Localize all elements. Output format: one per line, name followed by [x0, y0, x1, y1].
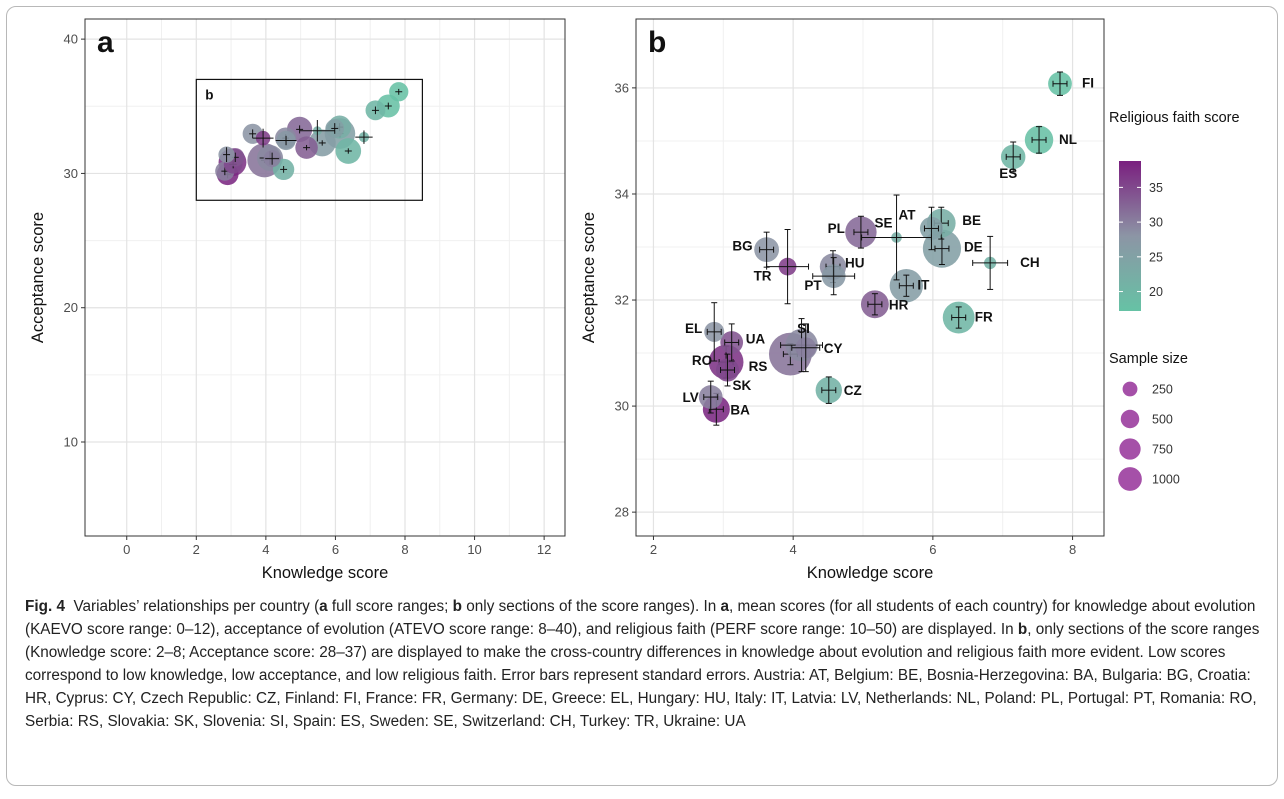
- country-label: EL: [685, 321, 702, 336]
- color-legend-bar: [1119, 161, 1141, 311]
- country-label: LV: [682, 390, 698, 405]
- size-legend-circle: [1119, 438, 1141, 460]
- tick-label-y: 30: [615, 399, 629, 414]
- caption-label: Fig. 4: [25, 598, 65, 615]
- tick-label-y: 36: [615, 80, 629, 95]
- country-label: BE: [962, 213, 981, 228]
- size-legend-label: 750: [1152, 443, 1173, 457]
- country-label: HU: [845, 256, 865, 271]
- color-legend-label: 35: [1149, 181, 1163, 195]
- tick-label-x: 2: [193, 542, 200, 557]
- panel-a: 0 2 4 6 8 10 12 10 20 30 40 Knowledge score Acceptan…: [29, 18, 566, 582]
- caption-run: , only sections of the score ranges (Kno…: [25, 621, 1260, 730]
- tick-label-y: 20: [64, 300, 78, 315]
- tick-label-x: 6: [929, 542, 936, 557]
- caption-run: full score ranges;: [327, 598, 453, 615]
- tick-label-x: 12: [537, 542, 551, 557]
- size-legend-circle: [1118, 467, 1142, 491]
- plot-border: [84, 18, 566, 537]
- panel-letter: b: [648, 26, 666, 59]
- size-legend-circle: [1120, 409, 1140, 429]
- x-axis-label: Knowledge score: [807, 564, 934, 582]
- size-legend-circle: [1122, 381, 1138, 397]
- panel-letter: a: [97, 26, 114, 59]
- caption-run: only sections of the score ranges). In: [462, 598, 721, 615]
- country-label: SE: [875, 215, 893, 230]
- country-label: IT: [917, 278, 930, 293]
- country-label: CZ: [844, 383, 862, 398]
- x-axis-label: Knowledge score: [262, 564, 389, 582]
- country-label: UA: [746, 331, 766, 346]
- figure-frame: 0 2 4 6 8 10 12 10 20 30 40 Knowledge score Acceptan…: [6, 6, 1278, 786]
- tick-label-y: 30: [64, 166, 78, 181]
- caption-text: Variables’ relationships per country (a …: [25, 598, 1259, 730]
- country-label: BG: [732, 239, 752, 254]
- country-label: AT: [898, 207, 916, 222]
- panel-b: 2 4 6 8 28 30 32 34 36 Knowledge score Acceptance …: [580, 18, 1105, 582]
- caption-run: , mean scores (for all students of each …: [25, 598, 1256, 638]
- y-axis-label: Acceptance score: [29, 212, 47, 343]
- tick-label-y: 40: [64, 32, 78, 47]
- plot-area: [84, 18, 566, 537]
- tick-label-y: 32: [615, 293, 629, 308]
- tick-label-x: 4: [790, 542, 797, 557]
- caption-run: b: [452, 598, 463, 615]
- color-legend-title: Religious faith score: [1109, 110, 1240, 126]
- caption-run: Variables’ relationships per country (: [73, 598, 320, 615]
- legend: Religious faith score 20 25 30 35 Sample size…: [1109, 110, 1240, 491]
- country-label: PL: [828, 221, 845, 236]
- inset-label: b: [205, 87, 213, 102]
- tick-label-x: 8: [1069, 542, 1076, 557]
- tick-label-y: 28: [615, 505, 629, 520]
- tick-label-y: 34: [615, 186, 629, 201]
- inset-rectangle: [195, 78, 423, 201]
- country-label: RO: [692, 353, 712, 368]
- color-legend-label: 25: [1149, 250, 1163, 264]
- country-label: SI: [797, 321, 810, 336]
- tick-label-x: 2: [650, 542, 657, 557]
- country-label: RS: [749, 359, 768, 374]
- size-legend-label: 500: [1152, 413, 1173, 427]
- tick-label-x: 10: [467, 542, 481, 557]
- color-legend-label: 30: [1149, 216, 1163, 230]
- country-label: NL: [1059, 132, 1077, 147]
- figure-4-chart: 0 2 4 6 8 10 12 10 20 30 40 Knowledge score Acceptan…: [29, 18, 1240, 582]
- plot-border: [635, 18, 1105, 537]
- country-label: FR: [975, 310, 993, 325]
- caption-run: a: [319, 598, 328, 615]
- size-legend-label: 1000: [1152, 473, 1180, 487]
- size-legend-label: 250: [1152, 383, 1173, 397]
- plot-area: [635, 18, 1105, 537]
- tick-label-y: 10: [64, 435, 78, 450]
- country-label: HR: [889, 297, 909, 312]
- tick-label-x: 6: [332, 542, 339, 557]
- country-label: TR: [754, 269, 772, 284]
- country-label: CY: [824, 341, 843, 356]
- country-label: ES: [999, 166, 1017, 181]
- country-label: PT: [804, 278, 822, 293]
- y-axis-label: Acceptance score: [580, 212, 598, 343]
- country-label: SK: [733, 378, 752, 393]
- size-legend-title: Sample size: [1109, 351, 1188, 367]
- caption-run: a: [720, 598, 730, 615]
- country-label: CH: [1020, 255, 1040, 270]
- country-label: BA: [730, 402, 750, 417]
- country-label: FI: [1082, 76, 1094, 91]
- tick-label-x: 4: [262, 542, 269, 557]
- country-label: DE: [964, 240, 983, 255]
- tick-label-x: 8: [401, 542, 408, 557]
- color-legend-label: 20: [1149, 285, 1163, 299]
- figure-caption: Fig. 4 Variables’ relationships per coun…: [25, 595, 1273, 733]
- tick-label-x: 0: [123, 542, 130, 557]
- caption-run: b: [1017, 621, 1028, 638]
